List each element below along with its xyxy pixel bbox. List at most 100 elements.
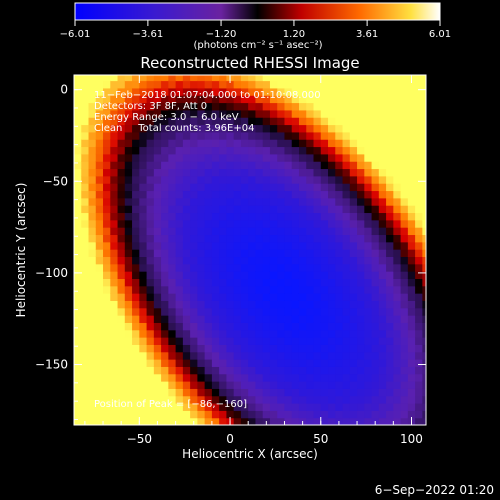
heatmap-cell xyxy=(81,249,90,258)
heatmap-cell xyxy=(255,388,264,397)
heatmap-cell xyxy=(407,80,416,89)
heatmap-cell xyxy=(197,249,206,258)
heatmap-cell xyxy=(328,102,336,111)
heatmap-cell xyxy=(320,75,329,82)
heatmap-cell xyxy=(255,278,264,287)
heatmap-cell xyxy=(291,329,300,338)
heatmap-cell xyxy=(168,175,177,184)
heatmap-cell xyxy=(415,403,423,411)
heatmap-cell xyxy=(117,117,126,126)
heatmap-cell xyxy=(226,102,235,111)
heatmap-cell xyxy=(132,212,140,221)
heatmap-cell xyxy=(262,322,271,331)
heatmap-cell xyxy=(190,359,198,367)
heatmap-cell xyxy=(378,249,387,258)
heatmap-cell xyxy=(335,403,344,411)
heatmap-cell xyxy=(386,307,394,316)
heatmap-cell xyxy=(262,256,271,265)
heatmap-cell xyxy=(74,329,82,338)
heatmap-cell xyxy=(306,249,315,258)
heatmap-cell xyxy=(132,109,140,118)
heatmap-cell xyxy=(74,190,82,199)
heatmap-cell xyxy=(291,351,300,360)
heatmap-cell xyxy=(233,153,242,162)
heatmap-cell xyxy=(132,175,140,184)
heatmap-cell xyxy=(328,373,336,382)
heatmap-cell xyxy=(342,271,351,279)
heatmap-cell xyxy=(400,410,409,419)
heatmap-cell xyxy=(313,117,322,126)
heatmap-cell xyxy=(153,351,162,360)
heatmap-cell xyxy=(226,285,235,294)
heatmap-cell xyxy=(233,109,242,118)
heatmap-cell xyxy=(88,219,97,228)
heatmap-cell xyxy=(255,109,264,118)
heatmap-cell xyxy=(255,124,264,133)
heatmap-cell xyxy=(407,271,416,279)
heatmap-cell xyxy=(110,87,119,96)
heatmap-cell xyxy=(88,403,97,411)
heatmap-cell xyxy=(81,315,90,323)
heatmap-cell xyxy=(153,307,162,316)
heatmap-cell xyxy=(74,95,82,104)
heatmap-cell xyxy=(240,139,249,148)
heatmap-cell xyxy=(204,337,213,345)
heatmap-cell xyxy=(255,373,264,382)
heatmap-cell xyxy=(393,102,402,111)
heatmap-cell xyxy=(74,278,82,287)
heatmap-cell xyxy=(422,373,426,382)
heatmap-cell xyxy=(146,278,155,287)
heatmap-cell xyxy=(88,373,97,382)
heatmap-cell xyxy=(284,381,293,389)
heatmap-cell xyxy=(277,300,286,309)
heatmap-cell xyxy=(161,205,169,214)
heatmap-cell xyxy=(110,168,119,177)
heatmap-cell xyxy=(197,146,206,155)
heatmap-cell xyxy=(182,161,191,170)
heatmap-cell xyxy=(400,351,409,360)
heatmap-cell xyxy=(255,307,264,316)
heatmap-cell xyxy=(328,219,336,228)
heatmap-cell xyxy=(415,153,423,162)
heatmap-cell xyxy=(226,410,235,419)
heatmap-cell xyxy=(386,373,394,382)
heatmap-cell xyxy=(197,161,206,170)
heatmap-cell xyxy=(233,249,242,258)
heatmap-cell xyxy=(422,388,426,397)
heatmap-cell xyxy=(103,197,111,206)
heatmap-cell xyxy=(240,205,249,214)
heatmap-cell xyxy=(74,373,82,382)
heatmap-cell xyxy=(269,388,278,397)
heatmap-cell xyxy=(291,366,300,375)
heatmap-cell xyxy=(291,102,300,111)
heatmap-cell xyxy=(400,205,409,214)
heatmap-cell xyxy=(277,95,286,104)
heatmap-cell xyxy=(306,219,315,228)
heatmap-cell xyxy=(415,278,423,287)
heatmap-cell xyxy=(211,139,220,148)
heatmap-cell xyxy=(407,95,416,104)
heatmap-cell xyxy=(219,417,228,425)
heatmap-cell xyxy=(298,197,307,206)
heatmap-cell xyxy=(103,381,111,389)
heatmap-cell xyxy=(357,227,365,236)
heatmap-cell xyxy=(182,109,191,118)
heatmap-cell xyxy=(371,219,380,228)
heatmap-cell xyxy=(182,95,191,104)
heatmap-cell xyxy=(95,75,104,82)
heatmap-cell xyxy=(219,197,228,206)
heatmap-cell xyxy=(298,410,307,419)
heatmap-cell xyxy=(146,388,155,397)
heatmap-cell xyxy=(204,190,213,199)
heatmap-cell xyxy=(168,124,177,133)
heatmap-cell xyxy=(349,329,358,338)
heatmap-cell xyxy=(88,117,97,126)
heatmap-cell xyxy=(197,205,206,214)
heatmap-cell xyxy=(226,168,235,177)
heatmap-cell xyxy=(146,161,155,170)
heatmap-cell xyxy=(88,197,97,206)
heatmap-cell xyxy=(182,285,191,294)
heatmap-cell xyxy=(161,337,169,345)
heatmap-cell xyxy=(103,344,111,353)
heatmap-cell xyxy=(306,212,315,221)
